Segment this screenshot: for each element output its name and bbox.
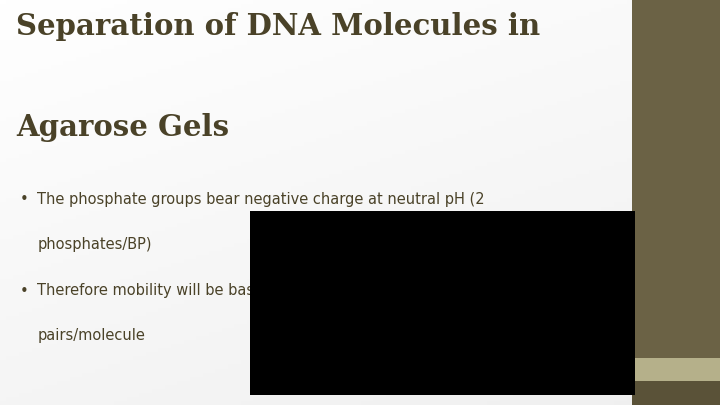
Text: The phosphate groups bear negative charge at neutral pH (2: The phosphate groups bear negative charg… xyxy=(37,192,485,207)
Bar xyxy=(632,381,720,405)
Text: •: • xyxy=(20,192,29,207)
Text: Agarose Gels: Agarose Gels xyxy=(16,113,229,143)
Text: Therefore mobility will be based on number of base: Therefore mobility will be based on numb… xyxy=(37,284,416,298)
Bar xyxy=(250,211,635,395)
Text: pairs/molecule: pairs/molecule xyxy=(37,328,145,343)
Bar xyxy=(632,358,720,381)
Text: •: • xyxy=(20,284,29,298)
Bar xyxy=(632,0,720,358)
Text: Separation of DNA Molecules in: Separation of DNA Molecules in xyxy=(16,12,540,41)
Text: phosphates/BP): phosphates/BP) xyxy=(37,237,152,252)
